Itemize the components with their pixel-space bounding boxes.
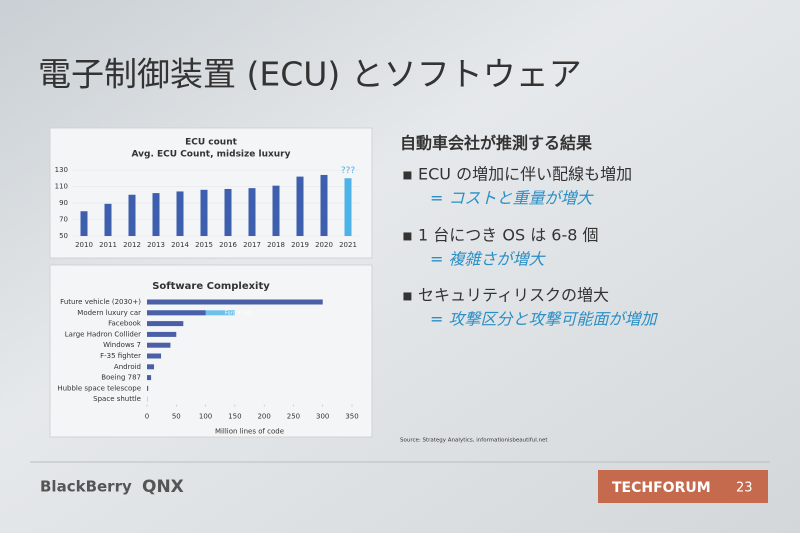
bar <box>147 310 206 315</box>
x-tick-label: 2015 <box>195 241 213 249</box>
annotation: ??? <box>341 166 356 176</box>
highlight-label: Ford F-150 <box>225 310 252 316</box>
x-tick-label: 50 <box>172 413 181 421</box>
x-tick-label: 2018 <box>267 241 285 249</box>
bar <box>147 354 161 359</box>
x-tick-label: 2016 <box>219 241 237 249</box>
bullet-dot: ▪ <box>402 165 413 184</box>
bullet-result: = 複雑さが増大 <box>430 250 546 269</box>
y-tick-label: Large Hadron Collider <box>65 330 141 338</box>
bar <box>201 190 208 236</box>
source: Source: Strategy Analytics, informationi… <box>400 438 548 444</box>
x-tick-label: 250 <box>287 413 300 421</box>
y-tick-label: 50 <box>59 232 68 240</box>
chart-title: Software Complexity <box>152 281 270 292</box>
chart-subtitle: Avg. ECU Count, midsize luxury <box>132 150 291 160</box>
y-tick-label: Modern luxury car <box>77 309 141 317</box>
bullet: ECU の増加に伴い配線も増加 <box>418 165 632 184</box>
bar <box>225 189 232 236</box>
x-tick-label: 2013 <box>147 241 165 249</box>
brand: BlackBerry <box>40 478 132 496</box>
y-tick-label: Hubble space telescope <box>57 384 141 392</box>
bullet-dot: ▪ <box>402 286 413 305</box>
bar <box>147 300 323 305</box>
chart-title: ECU count <box>185 138 238 148</box>
page-number: 23 <box>736 481 753 496</box>
bar <box>147 321 183 326</box>
bar <box>147 343 170 348</box>
slide-title: 電子制御装置 (ECU) とソフトウェア <box>38 55 582 94</box>
y-tick-label: 130 <box>55 166 68 174</box>
x-tick-label: 100 <box>199 413 212 421</box>
bar <box>345 178 352 236</box>
bar <box>147 386 148 391</box>
x-tick-label: 2012 <box>123 241 141 249</box>
y-tick-label: Android <box>114 363 141 371</box>
x-tick-label: 150 <box>228 413 241 421</box>
bar <box>147 364 154 369</box>
bar <box>273 186 280 236</box>
x-tick-label: 300 <box>316 413 329 421</box>
bullet-result: = 攻撃区分と攻撃可能面が増加 <box>430 310 658 329</box>
y-tick-label: Boeing 787 <box>101 374 141 382</box>
x-tick-label: 2014 <box>171 241 189 249</box>
bullet: 1 台につき OS は 6-8 個 <box>418 226 599 245</box>
x-tick-label: 0 <box>145 413 149 421</box>
bar <box>249 188 256 236</box>
bar <box>297 177 304 236</box>
bullet: セキュリティリスクの増大 <box>418 286 609 305</box>
x-tick-label: 2011 <box>99 241 117 249</box>
product: QNX <box>142 477 184 497</box>
y-tick-label: 90 <box>59 199 68 207</box>
y-tick-label: 110 <box>55 183 68 191</box>
x-axis-label: Million lines of code <box>215 428 284 436</box>
y-tick-label: Space shuttle <box>93 395 141 403</box>
y-tick-label: F-35 fighter <box>100 352 141 360</box>
bar <box>147 332 176 337</box>
x-tick-label: 2021 <box>339 241 357 249</box>
bar <box>129 195 136 236</box>
bar <box>147 375 151 380</box>
x-tick-label: 2017 <box>243 241 261 249</box>
bar <box>105 204 112 236</box>
bar <box>153 193 160 236</box>
x-tick-label: 2019 <box>291 241 309 249</box>
bullet-result: = コストと重量が増大 <box>430 189 594 208</box>
y-tick-label: Future vehicle (2030+) <box>60 298 141 306</box>
x-tick-label: 2020 <box>315 241 333 249</box>
y-tick-label: Facebook <box>108 320 142 328</box>
x-tick-label: 200 <box>257 413 270 421</box>
y-tick-label: 70 <box>59 216 68 224</box>
event: TECHFORUM <box>612 480 711 496</box>
bar <box>321 175 328 236</box>
bar <box>177 191 184 236</box>
y-tick-label: Windows 7 <box>103 341 141 349</box>
bullet-dot: ▪ <box>402 226 413 245</box>
x-tick-label: 2010 <box>75 241 93 249</box>
x-tick-label: 350 <box>345 413 358 421</box>
heading: 自動車会社が推測する結果 <box>400 134 592 153</box>
bar <box>81 211 88 236</box>
